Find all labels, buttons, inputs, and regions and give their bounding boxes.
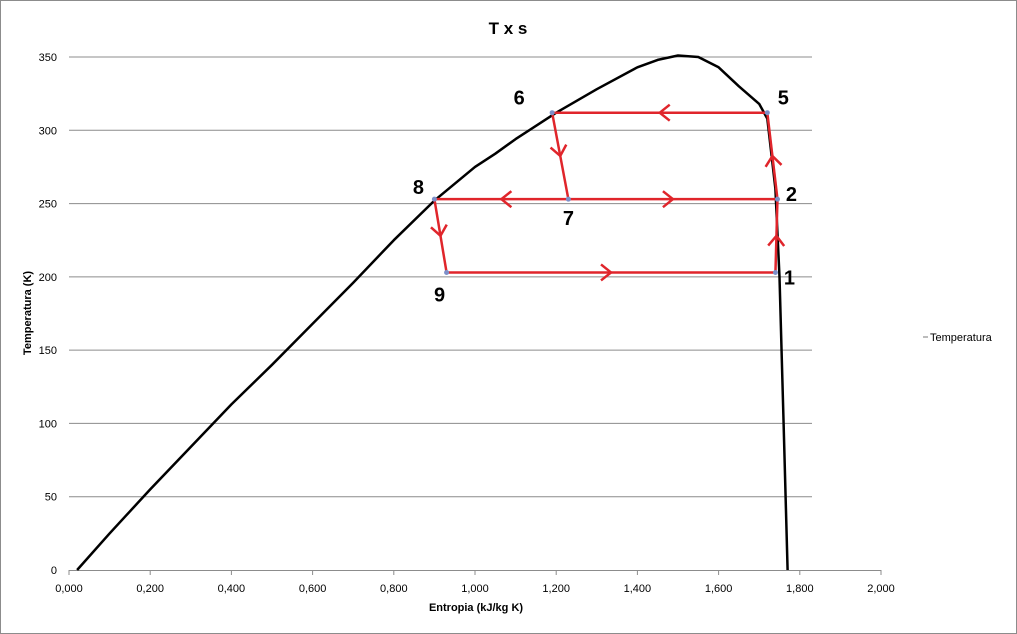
- x-tick-label: 0,200: [136, 583, 164, 595]
- x-tick-label: 1,800: [786, 583, 814, 595]
- x-tick-label: 1,600: [705, 583, 733, 595]
- state-label-7: 7: [563, 208, 574, 230]
- refrigeration-cycle: [430, 103, 786, 282]
- cycle-arrow: [662, 190, 675, 209]
- y-tick-label: 300: [39, 125, 57, 137]
- y-tick-label: 200: [39, 272, 57, 284]
- state-point: [444, 269, 450, 275]
- x-tick-label: 1,400: [624, 583, 652, 595]
- cycle-arrow: [549, 144, 568, 158]
- legend: Temperatura: [923, 332, 993, 344]
- x-tick-label: 0,600: [299, 583, 327, 595]
- y-tick-label: 250: [39, 199, 57, 211]
- y-axis-title: Temperatura (K): [22, 271, 34, 355]
- state-point-labels: 1 2 5 6 7 8 9: [413, 88, 797, 307]
- state-label-5: 5: [778, 88, 789, 110]
- saturation-dome: [76, 54, 789, 571]
- state-label-1: 1: [784, 267, 795, 289]
- state-point: [565, 196, 571, 202]
- x-tick-label: 1,200: [542, 583, 570, 595]
- cycle-arrow: [767, 233, 786, 247]
- cycle-arrow: [764, 153, 783, 168]
- state-point: [772, 269, 778, 275]
- cycle-arrow: [600, 263, 614, 282]
- y-tick-label: 0: [51, 565, 57, 577]
- cycle-arrow: [657, 103, 671, 122]
- cycle-arrow: [499, 190, 513, 209]
- state-point: [774, 196, 780, 202]
- state-label-6: 6: [514, 88, 525, 110]
- x-tick-label: 1,000: [461, 583, 489, 595]
- state-label-8: 8: [413, 177, 424, 199]
- y-tick-label: 350: [39, 52, 57, 64]
- x-axis-title: Entropia (kJ/kg K): [429, 602, 523, 614]
- x-tick-labels: 0,000 0,200 0,400 0,600 0,800 1,000 1,200 1,400…: [55, 570, 895, 595]
- state-label-2: 2: [786, 184, 797, 206]
- x-tick-label: 0,400: [218, 583, 246, 595]
- x-tick-label: 0,000: [55, 583, 83, 595]
- y-tick-labels: 0 50 100 150 200 250 300 350: [39, 52, 57, 577]
- state-label-9: 9: [434, 284, 445, 306]
- y-tick-label: 150: [39, 345, 57, 357]
- state-point: [764, 110, 770, 116]
- cycle-arrow: [430, 224, 448, 238]
- x-tick-label: 0,800: [380, 583, 408, 595]
- legend-entry: Temperatura: [930, 332, 993, 344]
- x-tick-label: 2,000: [867, 583, 895, 595]
- state-point: [431, 196, 437, 202]
- y-tick-label: 50: [45, 492, 57, 504]
- y-tick-label: 100: [39, 418, 57, 430]
- saturation-curve: [76, 54, 789, 571]
- gridlines: [69, 56, 881, 571]
- state-point: [549, 110, 555, 116]
- chart-title: T x s: [489, 19, 528, 38]
